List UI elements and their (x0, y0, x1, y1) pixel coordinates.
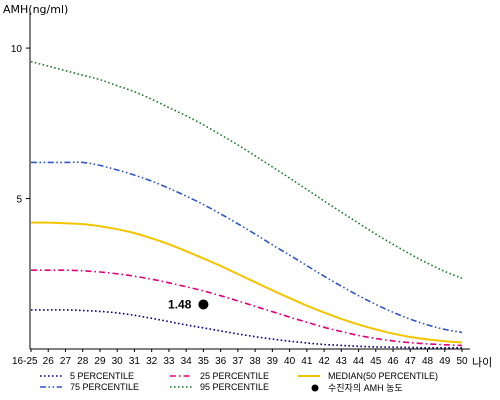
x-tick-label: 32 (146, 356, 158, 367)
x-tick-label: 27 (60, 356, 72, 367)
x-tick-label: 46 (387, 356, 399, 367)
series-lines (30, 60, 463, 349)
legend-label: 25 PERCENTILE (200, 371, 269, 381)
legend-label: 5 PERCENTILE (70, 371, 134, 381)
x-tick-label: 34 (181, 356, 193, 367)
series-line-median-50-percentile (30, 221, 463, 344)
x-tick-label: 31 (129, 356, 141, 367)
x-tick-label: 50 (456, 356, 468, 367)
series-line-25-percentile (31, 269, 463, 347)
x-tick-label: 35 (198, 356, 210, 367)
x-tick-label: 26 (43, 356, 55, 367)
x-tick-label: 36 (215, 356, 227, 367)
legend-label: 75 PERCENTILE (70, 382, 139, 392)
x-tick-label: 30 (112, 356, 124, 367)
x-tick-label: 44 (353, 356, 365, 367)
x-tick-label: 41 (301, 356, 313, 367)
y-axis-title: AMH(ng/ml) (3, 3, 68, 16)
data-points: 1.48 (168, 297, 209, 311)
y-tick-label: 5 (16, 195, 22, 206)
x-tick-label: 43 (336, 356, 348, 367)
x-tick-label: 28 (77, 356, 89, 367)
x-tick-label: 37 (232, 356, 244, 367)
x-tick-label: 47 (405, 356, 417, 367)
patient-amh-value-label: 1.48 (168, 297, 192, 311)
x-tick-label: 33 (163, 356, 175, 367)
legend: 5 PERCENTILE 25 PERCENTILE MEDIAN(50 PERCE… (40, 371, 438, 393)
legend-label: MEDIAN(50 PERCENTILE) (328, 371, 438, 381)
series-line-5-percentile (30, 309, 462, 349)
x-axis-title: 나이 (472, 356, 492, 369)
axes: AMH(ng/ml) 5 10 16-25 26 27 28 29 30 31 32 33 34 35 36… (3, 3, 492, 369)
legend-label: 95 PERCENTILE (200, 382, 269, 392)
x-tick-label: 40 (284, 356, 296, 367)
legend-label: 수진자의 AMH 농도 (328, 383, 403, 393)
x-tick-label: 42 (319, 356, 331, 367)
x-tick-label: 16-25 (12, 356, 38, 367)
series-line-75-percentile (30, 161, 463, 334)
x-tick-label: 49 (439, 356, 451, 367)
y-tick-label: 10 (11, 44, 23, 55)
legend-point-swatch (311, 384, 319, 392)
x-tick-label: 38 (250, 356, 262, 367)
x-tick-label: 45 (370, 356, 382, 367)
patient-amh-point (198, 299, 209, 310)
series-line-95-percentile (30, 60, 463, 280)
x-tick-label: 29 (94, 356, 106, 367)
x-tick-label: 48 (422, 356, 434, 367)
x-tick-label: 39 (267, 356, 279, 367)
